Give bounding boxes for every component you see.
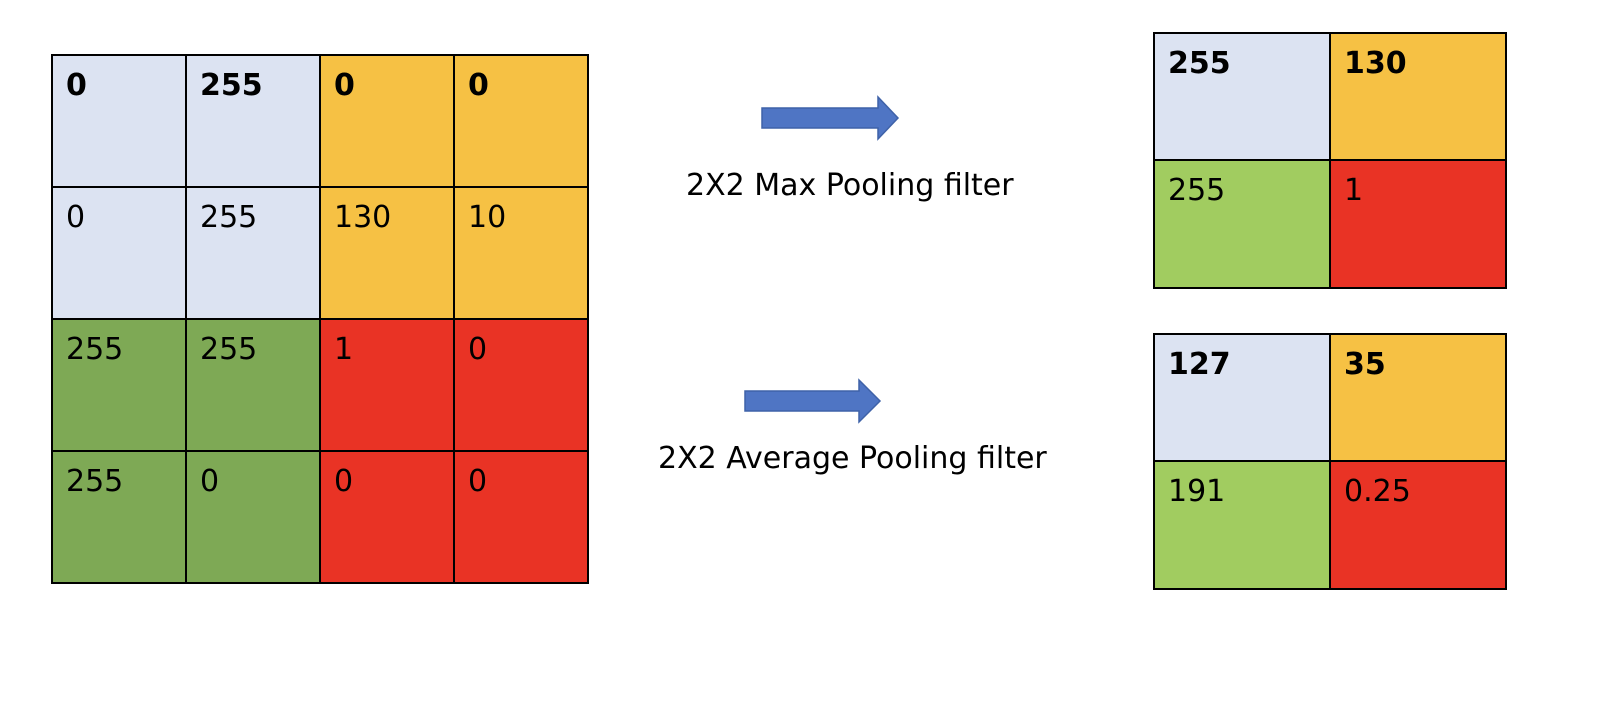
avg-pool-label: 2X2 Average Pooling filter bbox=[658, 441, 1047, 476]
max-pool-output-grid: 255 130 255 1 bbox=[1153, 32, 1507, 289]
avg-pool-arrow-icon bbox=[744, 378, 882, 424]
input-grid-cell: 255 bbox=[53, 452, 187, 584]
max-pool-cell: 255 bbox=[1155, 34, 1331, 161]
input-grid-cell: 0 bbox=[53, 56, 187, 188]
avg-pool-cell: 0.25 bbox=[1331, 462, 1507, 590]
input-grid-cell: 255 bbox=[187, 56, 321, 188]
input-grid-cell: 0 bbox=[321, 452, 455, 584]
input-grid-cell: 0 bbox=[455, 320, 589, 452]
max-pool-cell: 255 bbox=[1155, 161, 1331, 289]
max-pool-label: 2X2 Max Pooling filter bbox=[686, 168, 1014, 203]
input-grid-cell: 130 bbox=[321, 188, 455, 320]
avg-pool-cell: 127 bbox=[1155, 335, 1331, 462]
avg-pool-cell: 35 bbox=[1331, 335, 1507, 462]
input-grid-cell: 255 bbox=[187, 188, 321, 320]
input-grid-cell: 255 bbox=[53, 320, 187, 452]
input-grid-cell: 0 bbox=[53, 188, 187, 320]
input-grid-cell: 1 bbox=[321, 320, 455, 452]
input-grid-cell: 0 bbox=[321, 56, 455, 188]
input-grid-cell: 10 bbox=[455, 188, 589, 320]
avg-pool-output-grid: 127 35 191 0.25 bbox=[1153, 333, 1507, 590]
input-grid-cell: 0 bbox=[187, 452, 321, 584]
input-grid-cell: 255 bbox=[187, 320, 321, 452]
max-pool-cell: 130 bbox=[1331, 34, 1507, 161]
input-grid: 0 255 0 0 0 255 130 10 255 255 1 0 255 0 0 0 bbox=[51, 54, 589, 584]
input-grid-cell: 0 bbox=[455, 452, 589, 584]
max-pool-arrow-icon bbox=[761, 95, 900, 141]
input-grid-cell: 0 bbox=[455, 56, 589, 188]
max-pool-cell: 1 bbox=[1331, 161, 1507, 289]
avg-pool-cell: 191 bbox=[1155, 462, 1331, 590]
